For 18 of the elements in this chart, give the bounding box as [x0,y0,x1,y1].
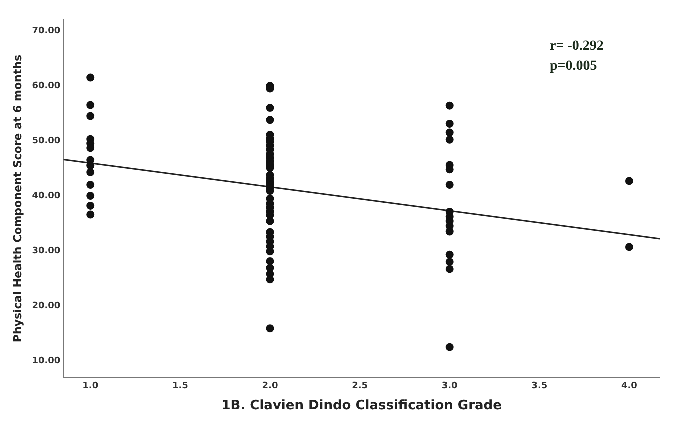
x-axis-title: 1B. Clavien Dindo Classification Grade [222,398,502,414]
y-tick-label: 10.00 [32,356,61,366]
y-tick-label: 50.00 [32,136,61,146]
y-tick-label: 30.00 [32,246,61,256]
x-tick-label: 3.5 [532,381,548,392]
x-tick-label: 4.0 [621,381,638,392]
annotation: p=0.005 [550,59,598,74]
x-tick-label: 1.0 [82,381,99,392]
x-tick-label: 2.5 [352,381,368,392]
x-tick-label: 3.0 [442,381,458,392]
x-tick-label: 2.0 [262,381,278,392]
annotation: r= -0.292 [550,39,604,54]
y-tick-label: 40.00 [32,191,61,202]
x-tick-label: 1.5 [172,381,188,392]
y-tick-label: 20.00 [32,301,61,312]
y-tick-label: 60.00 [32,81,61,92]
y-tick-label: 70.00 [32,26,61,36]
y-axis-title: Physical Health Component Score at 6 months [11,54,24,343]
